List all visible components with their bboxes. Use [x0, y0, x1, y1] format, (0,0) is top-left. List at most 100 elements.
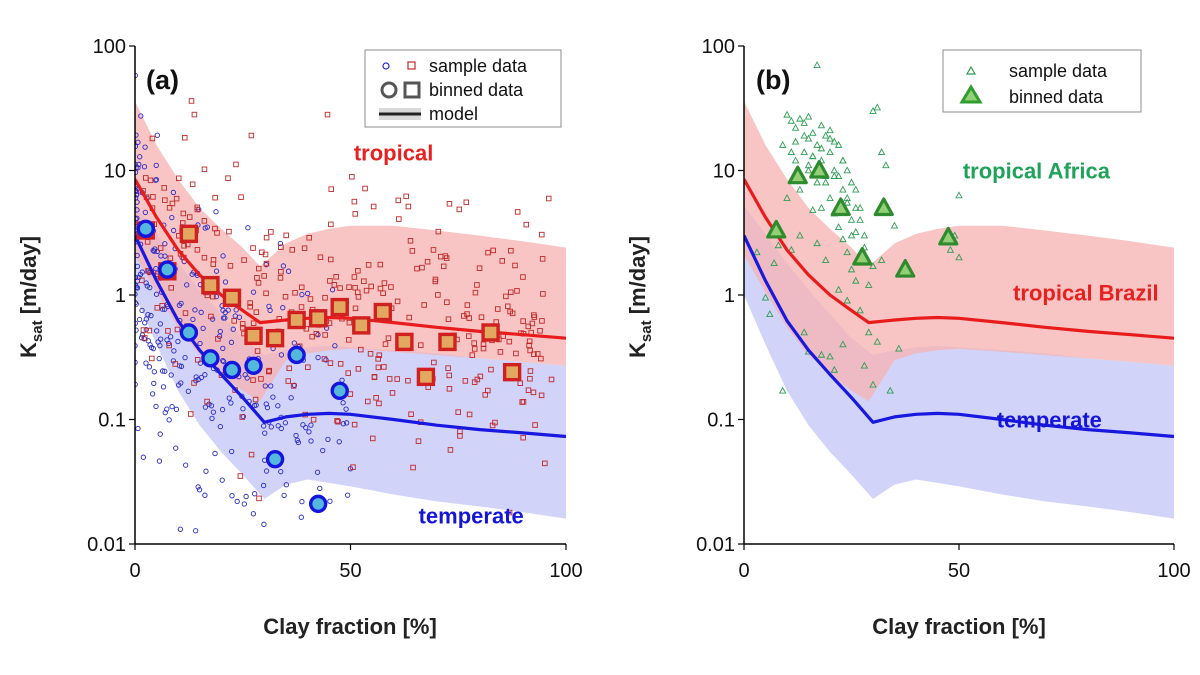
sample-point	[248, 132, 255, 139]
sample-point	[303, 425, 309, 431]
sample-point	[153, 403, 159, 410]
sample-point	[774, 241, 783, 249]
sample-point	[349, 174, 355, 180]
panel-b-tropical-model-line	[744, 178, 1174, 340]
sample-point	[313, 330, 320, 337]
sample-point	[234, 498, 240, 505]
sample-point	[336, 439, 342, 445]
sample-point	[512, 262, 518, 269]
sample-point	[332, 343, 338, 349]
sample-point	[283, 232, 289, 239]
sample-point	[539, 231, 545, 238]
sample-point	[444, 299, 450, 305]
sample-point	[447, 447, 454, 453]
sample-point	[171, 348, 177, 354]
binned-square-marker	[438, 332, 457, 352]
sample-point	[322, 332, 328, 338]
panel-a-legend-sample-label: sample data	[429, 56, 528, 76]
sample-point	[856, 203, 864, 211]
sample-point	[800, 131, 808, 139]
sample-point	[382, 341, 389, 347]
panel-b-legend: sample data binned data	[942, 49, 1142, 113]
sample-point	[472, 289, 479, 296]
sample-point	[834, 172, 843, 179]
sample-point	[520, 274, 526, 280]
sample-point	[787, 245, 796, 253]
sample-point	[285, 378, 291, 384]
sample-point	[153, 177, 159, 183]
sample-point	[381, 364, 387, 370]
sample-point	[229, 448, 235, 455]
sample-point	[350, 464, 356, 470]
sample-point	[843, 193, 851, 201]
sample-point	[389, 390, 396, 396]
sample-point	[817, 144, 826, 152]
panel-a-ticks: 0.01 0.1 1 10 100 0 50 100	[87, 36, 583, 582]
sample-point	[221, 358, 227, 365]
sample-point	[435, 228, 442, 235]
sample-point	[291, 382, 298, 388]
sample-point	[153, 291, 160, 297]
sample-point	[513, 350, 519, 357]
sample-point	[335, 418, 341, 425]
sample-point	[800, 148, 808, 156]
sample-point	[219, 406, 226, 413]
sample-point	[322, 295, 328, 301]
sample-point	[869, 262, 877, 270]
sample-point	[159, 306, 166, 312]
sample-point	[531, 314, 538, 320]
sample-point	[534, 351, 541, 357]
sample-point	[523, 221, 530, 228]
sample-point	[796, 185, 804, 193]
sample-point	[821, 178, 830, 186]
sample-point	[800, 119, 808, 126]
sample-point	[328, 221, 334, 228]
sample-point	[262, 430, 268, 436]
sample-point	[239, 414, 246, 420]
panel-b-annotations: tropical Africa tropical Brazil temperate	[963, 159, 1159, 433]
annotation-temperate: temperate	[419, 503, 524, 528]
sample-point	[248, 451, 255, 458]
sample-point	[386, 376, 393, 382]
sample-point	[526, 342, 532, 349]
sample-point	[280, 263, 287, 269]
panel-b-y-axis-label: Ksat [m/day]	[625, 236, 655, 358]
sample-point	[362, 185, 368, 192]
sample-point	[166, 205, 173, 211]
sample-point	[136, 316, 143, 323]
sample-point	[337, 285, 343, 291]
sample-point	[856, 306, 864, 314]
sample-point	[381, 280, 388, 286]
sample-point	[395, 197, 402, 204]
sample-point	[346, 319, 353, 326]
sample-point	[375, 364, 382, 371]
sample-point	[877, 148, 886, 156]
sample-point	[170, 227, 177, 234]
panel-a: 0.01 0.1 1 10 100 0 50 100 (a) Clay fraction [%…	[16, 36, 583, 639]
sample-point	[354, 289, 361, 296]
sample-point	[241, 501, 248, 507]
sample-point	[281, 492, 287, 499]
sample-point	[183, 462, 189, 468]
x-tick-label: 0	[738, 560, 749, 582]
sample-point	[761, 293, 770, 301]
sample-point	[478, 314, 485, 320]
sample-point	[197, 340, 203, 347]
sample-point	[548, 376, 555, 383]
panel-a-legend: sample data binned data model	[364, 49, 562, 128]
sample-point	[485, 249, 491, 256]
legend-binned-circle-icon	[380, 81, 398, 99]
sample-point	[432, 278, 439, 285]
sample-point	[162, 241, 168, 247]
binned-circle-marker	[158, 260, 177, 279]
sample-point	[209, 415, 215, 421]
annotation-tropical: tropical	[354, 140, 433, 165]
sample-point	[514, 209, 521, 215]
sample-point	[385, 335, 392, 341]
sample-point	[184, 282, 190, 288]
binned-triangle-marker	[852, 246, 873, 266]
sample-point	[178, 380, 184, 386]
sample-point	[834, 140, 843, 148]
sample-point	[471, 340, 477, 346]
sample-point	[410, 464, 416, 471]
